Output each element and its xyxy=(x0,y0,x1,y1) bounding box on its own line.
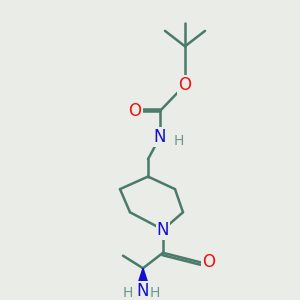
Text: N: N xyxy=(137,282,149,300)
Text: N: N xyxy=(154,128,166,146)
Text: O: O xyxy=(202,254,215,272)
Text: O: O xyxy=(178,76,191,94)
Text: O: O xyxy=(128,102,142,120)
Text: N: N xyxy=(157,220,169,238)
Text: H: H xyxy=(150,286,160,300)
Text: H: H xyxy=(123,286,133,300)
Polygon shape xyxy=(138,268,148,284)
Text: H: H xyxy=(174,134,184,148)
